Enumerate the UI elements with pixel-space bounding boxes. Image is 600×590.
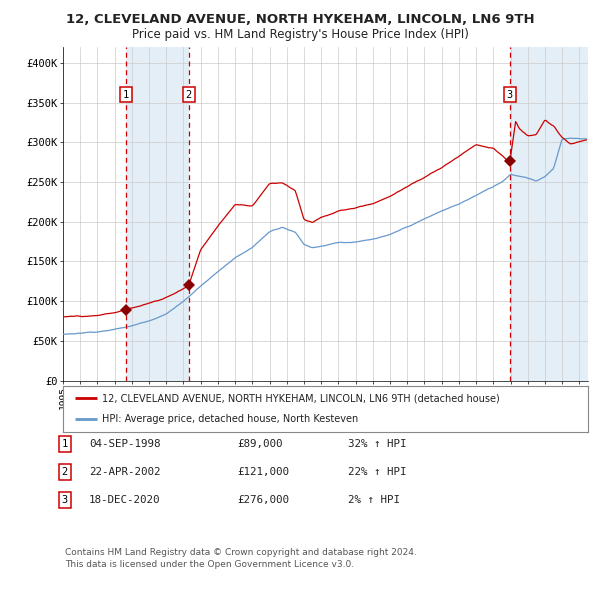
Bar [510,47,588,381]
Text: 12, CLEVELAND AVENUE, NORTH HYKEHAM, LINCOLN, LN6 9TH (detached house): 12, CLEVELAND AVENUE, NORTH HYKEHAM, LIN… [103,394,500,404]
Text: Contains HM Land Registry data © Crown copyright and database right 2024.
This d: Contains HM Land Registry data © Crown c… [65,548,416,569]
Text: 22% ↑ HPI: 22% ↑ HPI [348,467,407,477]
Text: 18-DEC-2020: 18-DEC-2020 [89,496,160,505]
Text: 3: 3 [507,90,513,100]
Text: 32% ↑ HPI: 32% ↑ HPI [348,439,407,448]
Text: 1: 1 [62,439,68,448]
Text: 22-APR-2002: 22-APR-2002 [89,467,160,477]
Text: Price paid vs. HM Land Registry's House Price Index (HPI): Price paid vs. HM Land Registry's House … [131,28,469,41]
Text: 3: 3 [62,496,68,505]
Bar [126,47,189,381]
Text: 2: 2 [186,90,192,100]
Text: 2: 2 [62,467,68,477]
Text: 1: 1 [123,90,129,100]
Text: £276,000: £276,000 [237,496,289,505]
Text: 2% ↑ HPI: 2% ↑ HPI [348,496,400,505]
Text: £121,000: £121,000 [237,467,289,477]
Text: £89,000: £89,000 [237,439,283,448]
Text: 04-SEP-1998: 04-SEP-1998 [89,439,160,448]
Text: HPI: Average price, detached house, North Kesteven: HPI: Average price, detached house, Nort… [103,414,359,424]
Text: 12, CLEVELAND AVENUE, NORTH HYKEHAM, LINCOLN, LN6 9TH: 12, CLEVELAND AVENUE, NORTH HYKEHAM, LIN… [65,13,535,26]
